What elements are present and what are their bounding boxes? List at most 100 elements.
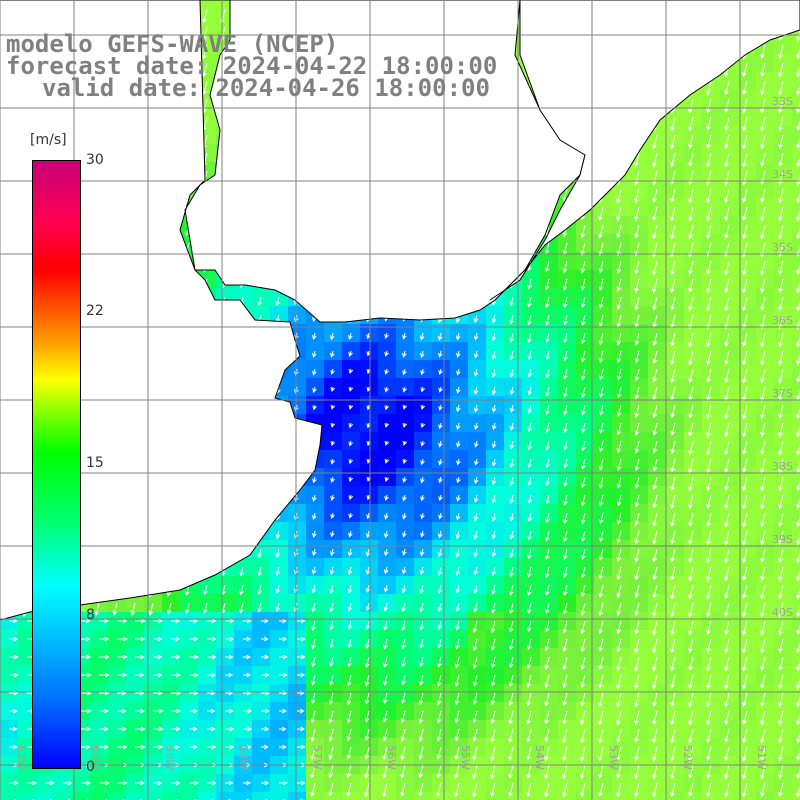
wind-arrow <box>243 672 252 678</box>
wind-arrow <box>724 116 730 132</box>
wind-arrow <box>455 602 461 613</box>
wind-arrow <box>491 458 497 467</box>
wind-arrow <box>491 476 497 486</box>
wind-arrow <box>419 620 424 631</box>
wind-arrow <box>545 476 551 487</box>
wind-arrow <box>562 692 568 707</box>
wind-arrow <box>580 710 586 726</box>
lat-label: 37S <box>772 387 793 400</box>
wind-arrow <box>796 82 800 96</box>
wind-arrow <box>455 422 461 431</box>
wind-arrow <box>580 620 586 635</box>
wind-arrow <box>401 584 407 594</box>
wind-arrow <box>348 458 354 465</box>
wind-arrow <box>670 368 676 384</box>
wind-arrow <box>225 744 235 750</box>
wind-arrow <box>796 748 800 762</box>
wind-arrow <box>364 656 370 668</box>
wind-arrow <box>670 278 676 294</box>
wind-arrow <box>598 746 604 762</box>
wind-arrow <box>563 494 568 506</box>
wind-arrow <box>760 584 766 600</box>
wind-arrow <box>670 728 676 744</box>
wind-cell <box>792 72 800 90</box>
wind-arrow <box>171 618 181 624</box>
wind-arrow <box>580 782 586 798</box>
wind-arrow <box>724 404 730 420</box>
wind-arrow <box>760 368 766 384</box>
wind-arrow <box>616 188 622 204</box>
wind-arrow <box>297 744 306 750</box>
wind-arrow <box>778 746 784 762</box>
wind-arrow <box>437 566 443 576</box>
wind-arrow <box>117 708 127 714</box>
wind-arrow <box>742 782 748 798</box>
wind-arrow <box>670 656 676 672</box>
wind-arrow <box>688 764 694 780</box>
wind-arrow <box>364 710 370 723</box>
wind-arrow <box>545 530 550 542</box>
wind-arrow <box>400 782 406 797</box>
wind-arrow <box>796 190 800 204</box>
wind-arrow <box>153 618 164 624</box>
wind-arrow <box>99 654 110 660</box>
wind-cell <box>486 792 504 800</box>
wind-arrow <box>581 404 586 416</box>
wind-arrow <box>760 350 766 366</box>
wind-arrow <box>778 80 784 96</box>
wind-arrow <box>135 654 145 660</box>
wind-arrow <box>778 152 784 167</box>
wind-arrow <box>562 188 568 202</box>
wind-arrow <box>670 584 676 600</box>
wind-arrow <box>652 260 658 276</box>
wind-arrow <box>598 620 604 635</box>
wind-arrow <box>634 764 640 780</box>
wind-arrow <box>742 584 748 600</box>
wind-arrow <box>418 764 424 779</box>
wind-arrow <box>724 260 730 276</box>
wind-arrow <box>742 602 748 618</box>
wind-arrow <box>688 674 694 690</box>
wind-arrow <box>135 726 146 732</box>
wind-arrow <box>598 332 604 346</box>
wind-arrow <box>472 728 478 742</box>
wind-arrow <box>796 28 800 42</box>
wind-arrow <box>796 172 800 186</box>
wind-arrow <box>616 584 622 599</box>
wind-arrow <box>153 780 163 786</box>
wind-arrow <box>171 726 181 732</box>
wind-arrow <box>778 278 784 293</box>
wind-arrow <box>437 656 442 668</box>
wind-arrow <box>509 476 515 487</box>
wind-arrow <box>688 332 694 348</box>
wind-arrow <box>706 638 712 654</box>
wind-arrow <box>81 672 92 678</box>
wind-arrow <box>135 780 145 786</box>
wind-arrow <box>346 782 352 798</box>
wind-cell <box>792 414 800 432</box>
wind-arrow <box>760 746 766 762</box>
wind-arrow <box>402 494 407 502</box>
wind-arrow <box>275 530 281 540</box>
wind-arrow <box>473 476 479 485</box>
wind-arrow <box>545 332 550 343</box>
wind-arrow <box>616 476 622 489</box>
wind-arrow <box>491 404 497 413</box>
wind-arrow <box>347 656 352 668</box>
wind-arrow <box>796 370 800 384</box>
wind-cell <box>450 792 468 800</box>
lon-label: 58W <box>237 745 250 770</box>
wind-arrow <box>706 332 712 348</box>
wind-arrow <box>616 530 622 544</box>
wind-cell <box>792 432 800 450</box>
wind-arrow <box>166 602 172 615</box>
wind-arrow <box>383 530 389 539</box>
wind-arrow <box>742 530 748 546</box>
wind-arrow <box>508 746 514 762</box>
wind-arrow <box>545 422 550 434</box>
wind-arrow <box>329 620 334 631</box>
wind-arrow <box>724 224 730 239</box>
wind-arrow <box>706 170 712 186</box>
wind-arrow <box>310 728 316 743</box>
wind-arrow <box>402 530 407 538</box>
